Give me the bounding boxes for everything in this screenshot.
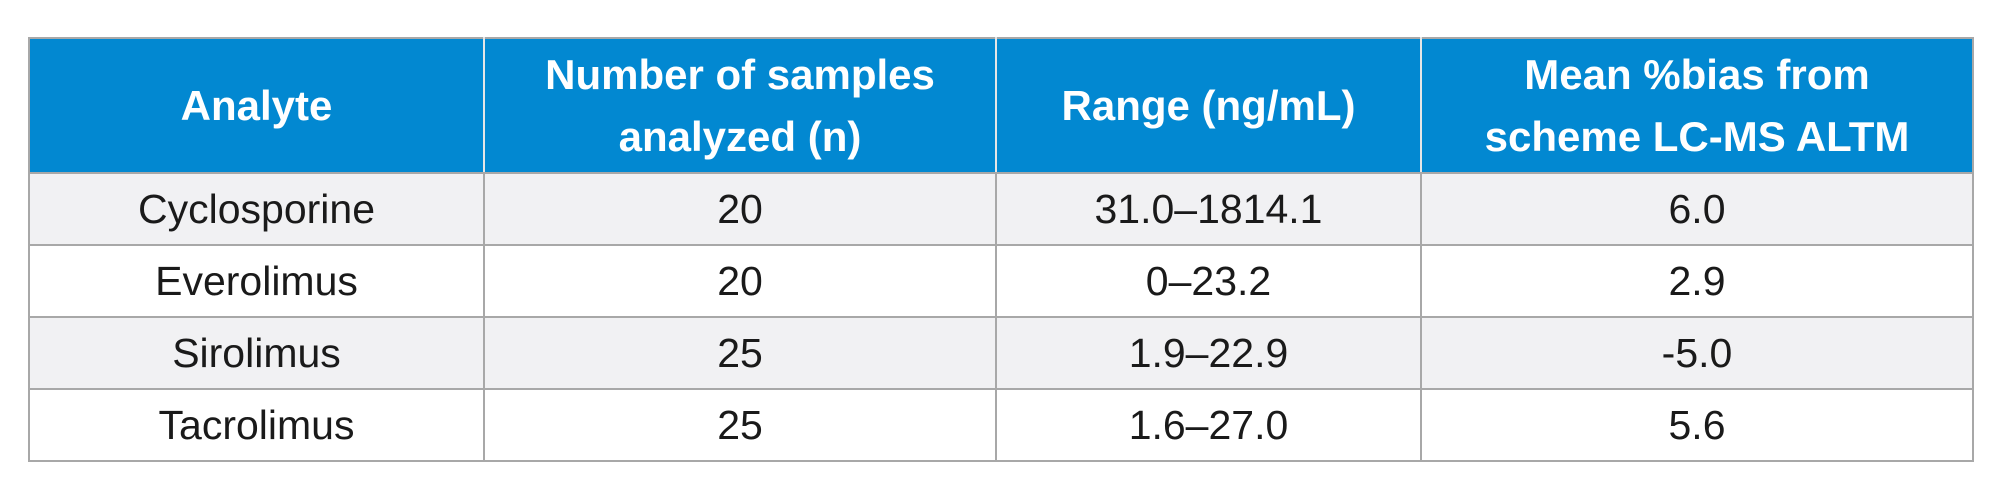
cell-mean-bias: -5.0 [1420, 316, 1974, 390]
table-row: Cyclosporine 20 31.0–1814.1 6.0 [28, 172, 1974, 246]
cell-sample-count: 20 [483, 244, 997, 318]
cell-range: 31.0–1814.1 [995, 172, 1422, 246]
table-row: Tacrolimus 25 1.6–27.0 5.6 [28, 388, 1974, 462]
table-header-row: Analyte Number of samples analyzed (n) R… [28, 37, 1974, 174]
table-row: Everolimus 20 0–23.2 2.9 [28, 244, 1974, 318]
cell-range: 0–23.2 [995, 244, 1422, 318]
cell-range: 1.9–22.9 [995, 316, 1422, 390]
header-number-of-samples: Number of samples analyzed (n) [483, 37, 997, 174]
header-analyte: Analyte [28, 37, 485, 174]
cell-analyte: Sirolimus [28, 316, 485, 390]
cell-analyte: Everolimus [28, 244, 485, 318]
cell-mean-bias: 5.6 [1420, 388, 1974, 462]
results-table: Analyte Number of samples analyzed (n) R… [28, 37, 1974, 462]
cell-sample-count: 25 [483, 388, 997, 462]
table-row: Sirolimus 25 1.9–22.9 -5.0 [28, 316, 1974, 390]
cell-sample-count: 25 [483, 316, 997, 390]
cell-range: 1.6–27.0 [995, 388, 1422, 462]
cell-sample-count: 20 [483, 172, 997, 246]
cell-analyte: Tacrolimus [28, 388, 485, 462]
cell-mean-bias: 6.0 [1420, 172, 1974, 246]
header-range: Range (ng/mL) [995, 37, 1422, 174]
cell-analyte: Cyclosporine [28, 172, 485, 246]
header-mean-bias: Mean %bias from scheme LC-MS ALTM [1420, 37, 1974, 174]
cell-mean-bias: 2.9 [1420, 244, 1974, 318]
results-table-container: Analyte Number of samples analyzed (n) R… [28, 37, 1974, 462]
